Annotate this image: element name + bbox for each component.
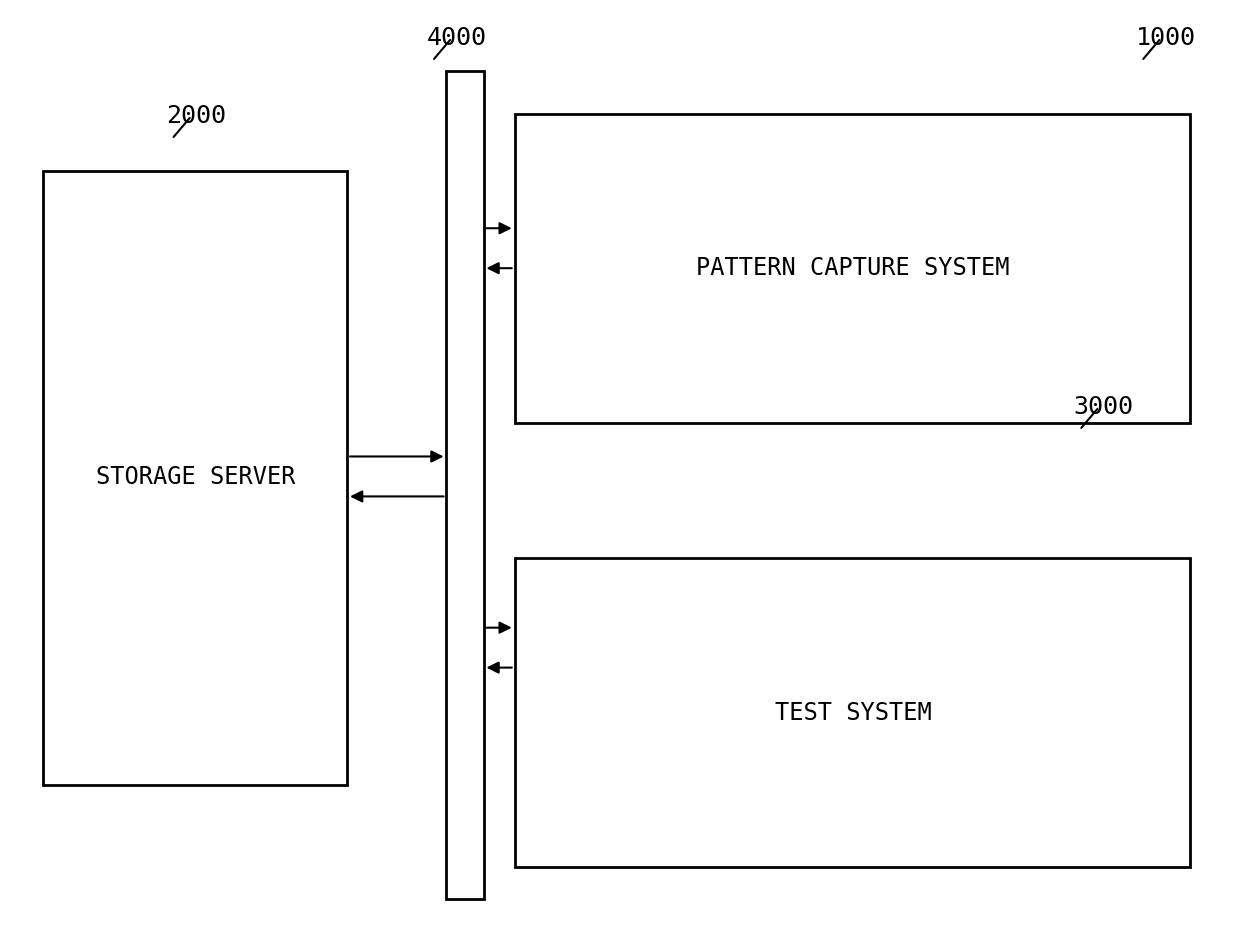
Bar	[515, 114, 1190, 423]
Text: 4000: 4000	[427, 26, 486, 50]
Bar	[43, 171, 347, 785]
Text: PATTERN CAPTURE SYSTEM: PATTERN CAPTURE SYSTEM	[697, 256, 1009, 281]
Bar	[515, 558, 1190, 867]
Text: STORAGE SERVER: STORAGE SERVER	[97, 465, 295, 490]
Text: 2000: 2000	[166, 104, 226, 128]
Text: 1000: 1000	[1136, 26, 1195, 50]
Bar	[446, 71, 484, 899]
Text: TEST SYSTEM: TEST SYSTEM	[775, 701, 931, 726]
Text: 3000: 3000	[1074, 395, 1133, 419]
